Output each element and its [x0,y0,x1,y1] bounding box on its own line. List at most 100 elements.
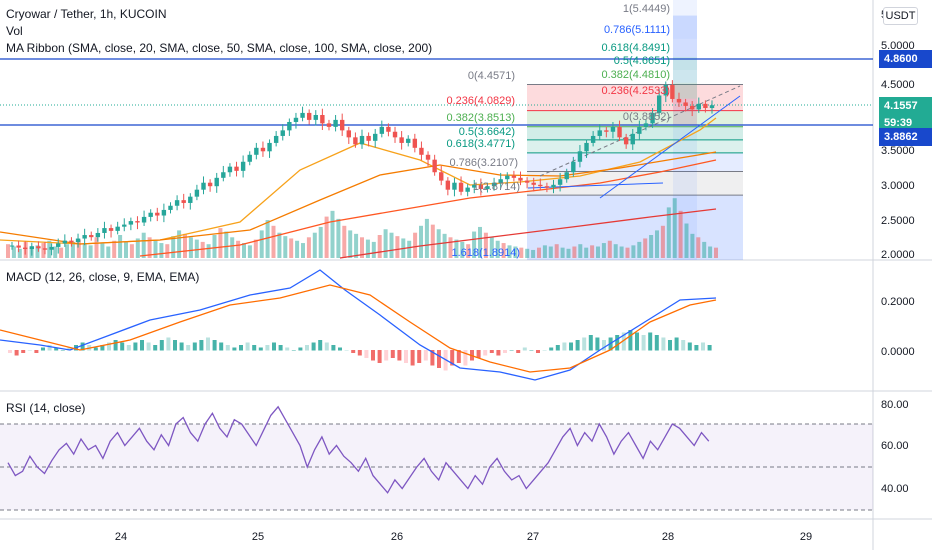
ma-ribbon-legend[interactable]: MA Ribbon (SMA, close, 20, SMA, close, 5… [6,41,433,55]
macd-histogram-bar [258,347,263,351]
candle-body [472,184,477,188]
candle-body [366,135,371,141]
fib-zone-left-2 [527,126,743,140]
candle-body [670,84,675,99]
ma100-line [139,159,717,257]
candle-body [188,196,193,203]
candle-body [234,166,239,171]
candle-body [538,184,543,187]
volume-bar [584,247,589,258]
volume-bar [289,238,294,258]
macd-histogram-bar [133,342,138,351]
candle-body [194,189,200,197]
candle-body [313,115,318,120]
macd-histogram-bar [542,350,547,351]
fib-right-label-2: 0.618(4.8491) [602,42,671,54]
axis-settings-corner[interactable] [871,526,932,550]
volume-bar [560,247,565,258]
candle-body [108,228,114,231]
fib-right-label-4: 0.382(4.4810) [602,69,671,81]
candle-body [551,184,556,188]
macd-histogram-bar [252,345,257,351]
macd-histogram-bar [489,350,494,353]
volume-bar [525,248,530,258]
macd-histogram-bar [272,342,276,351]
candle-body [69,240,74,243]
volume-bar [501,243,506,258]
fib-zone-right-0 [673,15,697,39]
macd-histogram-bar [456,350,461,363]
candle-body [597,130,602,136]
volume-bar [171,236,176,258]
currency-button[interactable]: USDT [883,7,918,25]
candle-body [564,172,569,180]
fib-left-label-3: 0.5(3.6642) [459,126,515,138]
candle-body [544,186,550,188]
candle-body [637,126,642,134]
volume-bar [407,240,412,258]
macd-histogram-bar [364,350,369,358]
candle-body [339,119,345,131]
macd-histogram-bar [397,350,402,361]
macd-histogram-bar [410,350,415,366]
fib-zone-left-5 [527,171,743,196]
volume-bar [224,231,229,258]
macd-histogram-bar [344,350,349,351]
volume-legend[interactable]: Vol [6,24,23,38]
volume-bar [625,247,630,258]
candle-body [122,224,127,227]
candle-body [320,115,325,124]
macd-histogram-bar [192,342,197,351]
macd-histogram-bar [54,347,59,351]
candle-body [62,240,68,244]
macd-tick-0: 0.2000 [881,296,915,308]
macd-histogram-bar [621,332,626,351]
macd-legend[interactable]: MACD (12, 26, close, 9, EMA, EMA) [6,269,199,286]
volume-bar [76,239,81,258]
time-label-25: 25 [252,531,264,543]
volume-bar [637,241,642,258]
time-label-27: 27 [527,531,539,543]
volume-bar [47,240,52,258]
candle-body [359,135,365,145]
time-label-28: 28 [662,531,674,543]
candle-body [656,95,662,113]
macd-histogram-bar [357,350,362,356]
candle-body [676,98,682,103]
symbol-title[interactable]: Cryowar / Tether, 1h, KUCOIN [6,7,167,21]
candle-body [300,112,305,118]
macd-histogram-bar [694,345,699,351]
macd-histogram-bar [47,345,52,351]
volume-bar [153,240,158,258]
volume-bar [537,247,541,258]
volume-bar [554,244,559,258]
candle-body [141,216,147,223]
volume-bar [35,245,40,258]
fib-left-label-5: 0.786(3.2107) [450,157,519,169]
volume-bar [424,218,429,258]
macd-histogram-bar [331,345,336,351]
macd-histogram-bar [225,345,230,351]
candle-body [280,130,285,136]
rsi-line [7,405,710,494]
volume-bar [684,223,689,258]
price-tick-0: 5.0000 [881,40,915,52]
volume-bar [295,240,300,258]
rsi-legend[interactable]: RSI (14, close) [6,400,85,417]
volume-bar [59,247,64,258]
volume-bar [259,230,264,258]
volume-bar [714,247,718,258]
volume-bar [690,233,695,258]
volume-bar [265,220,270,258]
candle-body [29,246,35,250]
macd-histogram-bar [146,342,151,351]
candle-body [155,212,160,216]
fib-right-label-0: 1(5.4449) [623,3,670,15]
candle-body [445,180,451,190]
macd-histogram-bar [476,350,481,358]
volume-bar [478,226,482,258]
candle-body [207,182,213,187]
candle-body [478,184,484,189]
time-label-29: 29 [800,531,812,543]
